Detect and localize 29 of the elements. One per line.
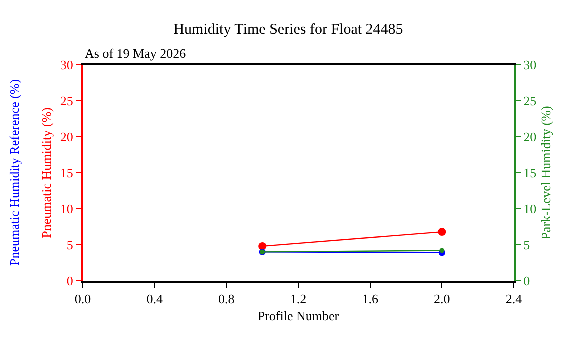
x-tick-label: 2.0 [434,291,450,306]
x-tick-label: 0.8 [218,291,235,306]
y-tick-label: 25 [60,94,74,109]
y2-axis-title: Park-Level Humidity (%) [538,106,554,240]
y2-tick-label: 10 [524,202,537,217]
x-tick-label: 1.2 [290,291,307,306]
x-tick-label: 2.4 [506,291,523,306]
y3-axis-title: Pneumatic Humidity Reference (%) [7,79,22,266]
y2-tick-label: 25 [524,94,537,109]
chart-subtitle: As of 19 May 2026 [85,46,187,61]
point [258,242,267,250]
point [438,228,446,236]
x-tick-label: 0.4 [146,291,164,306]
x-tick-label: 1.6 [362,291,379,306]
y-tick-label: 30 [60,58,74,73]
x-axis-title: Profile Number [258,308,340,324]
y-tick-label: 20 [60,130,74,145]
y-tick-label: 5 [66,238,74,253]
y2-tick-label: 20 [524,130,537,145]
y-tick-label: 0 [66,274,74,289]
y-tick-label: 10 [60,202,74,217]
y-axis-title: Pneumatic Humidity (%) [38,108,54,238]
y-tick-label: 15 [60,166,74,181]
y2-tick-label: 5 [524,238,530,253]
chart-title: Humidity Time Series for Float 24485 [174,22,404,38]
y2-tick-label: 0 [524,274,530,289]
y2-tick-label: 15 [524,166,537,181]
x-tick-label: 0.0 [74,291,92,306]
y2-tick-label: 30 [524,58,537,73]
